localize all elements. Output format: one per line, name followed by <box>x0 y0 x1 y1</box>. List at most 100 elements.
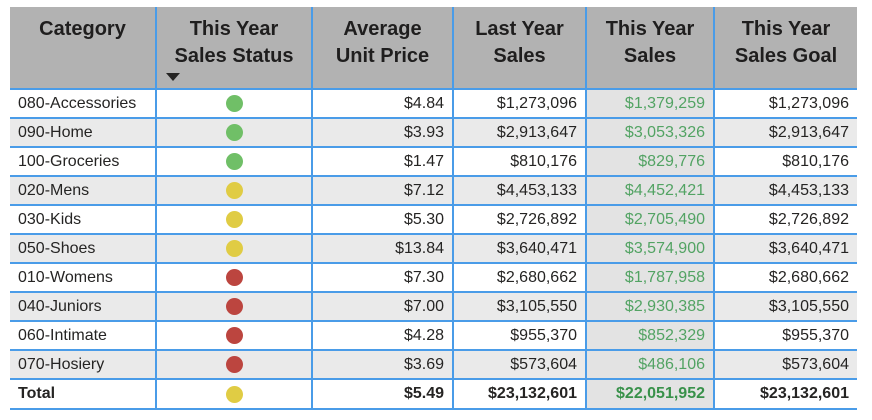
last-year-sales-cell: $23,132,601 <box>452 380 585 408</box>
column-header-this-year-sales-goal[interactable]: This Year Sales Goal <box>713 7 857 88</box>
table-row[interactable]: 020-Mens $7.12 $4,453,133 $4,452,421 $4,453,… <box>10 177 857 206</box>
status-dot-yellow-icon <box>225 385 243 403</box>
column-header-label: Sales <box>623 45 677 67</box>
category-cell: 070-Hosiery <box>10 351 155 378</box>
status-dot-yellow-icon <box>225 240 243 257</box>
column-header-label: Sales Status <box>174 45 294 67</box>
last-year-sales-cell: $2,726,892 <box>452 206 585 233</box>
this-year-sales-cell: $1,379,259 <box>585 90 713 117</box>
column-header-this-year-sales[interactable]: This Year Sales <box>585 7 713 88</box>
this-year-sales-cell: $4,452,421 <box>585 177 713 204</box>
status-cell <box>155 380 311 408</box>
table-header-row: Category This Year Sales Status Average … <box>10 7 857 90</box>
table-row[interactable]: 060-Intimate $4.28 $955,370 $852,329 $955,37… <box>10 322 857 351</box>
last-year-sales-cell: $3,640,471 <box>452 235 585 262</box>
average-unit-price-cell: $3.93 <box>311 119 452 146</box>
this-year-sales-goal-cell: $3,105,550 <box>713 293 857 320</box>
column-header-last-year-sales[interactable]: Last Year Sales <box>452 7 585 88</box>
this-year-sales-goal-cell: $2,913,647 <box>713 119 857 146</box>
column-header-label: Average <box>343 18 422 40</box>
status-cell <box>155 90 311 117</box>
average-unit-price-cell: $5.49 <box>311 380 452 408</box>
table-row[interactable]: 090-Home $3.93 $2,913,647 $3,053,326 $2,913,… <box>10 119 857 148</box>
status-dot-red-icon <box>225 356 243 373</box>
category-cell: 040-Juniors <box>10 293 155 320</box>
column-header-label: This Year <box>741 18 831 40</box>
category-cell: 060-Intimate <box>18 326 107 344</box>
average-unit-price-cell: $3.69 <box>311 351 452 378</box>
status-cell <box>155 264 311 291</box>
status-cell <box>155 351 311 378</box>
column-header-label: This Year <box>605 18 695 40</box>
this-year-sales-cell: $2,930,385 <box>585 293 713 320</box>
category-cell: 020-Mens <box>10 177 155 204</box>
this-year-sales-goal-cell: $2,680,662 <box>713 264 857 291</box>
status-dot-yellow-icon <box>225 182 243 199</box>
total-label: Total <box>18 385 56 402</box>
column-header-this-year-sales-status[interactable]: This Year Sales Status <box>155 7 311 88</box>
last-year-sales-cell: $2,680,662 <box>452 264 585 291</box>
table-row[interactable]: 050-Shoes $13.84 $3,640,471 $3,574,900 $3,64… <box>10 235 857 264</box>
status-cell <box>155 206 311 233</box>
sort-descending-icon <box>166 73 180 81</box>
column-header-label: Sales <box>493 45 546 67</box>
this-year-sales-cell: $486,106 <box>585 351 713 378</box>
status-cell <box>155 235 311 262</box>
category-cell: 100-Groceries <box>18 152 120 170</box>
column-header-label: Category <box>39 18 126 40</box>
status-cell <box>155 177 311 204</box>
table-row[interactable]: 100-Groceries $1.47 $810,176 $829,776 $810,1… <box>10 148 857 177</box>
column-header-label: Unit Price <box>335 45 430 67</box>
this-year-sales-cell: $22,051,952 <box>585 380 713 408</box>
category-cell: 050-Shoes <box>10 235 155 262</box>
status-dot-red-icon <box>225 269 243 286</box>
last-year-sales-cell: $1,273,096 <box>452 90 585 117</box>
category-cell: 090-Home <box>10 119 155 146</box>
table-row[interactable]: 030-Kids $5.30 $2,726,892 $2,705,490 $2,726,… <box>10 206 857 235</box>
column-header-label: Last Year <box>475 18 564 40</box>
status-cell <box>155 322 311 349</box>
column-header-average-unit-price[interactable]: Average Unit Price <box>311 7 452 88</box>
this-year-sales-goal-cell: $955,370 <box>713 322 857 349</box>
status-cell <box>155 148 311 175</box>
average-unit-price-cell: $5.30 <box>311 206 452 233</box>
this-year-sales-goal-cell: $1,273,096 <box>713 90 857 117</box>
this-year-sales-cell: $829,776 <box>585 148 713 175</box>
sales-table-visual: Category This Year Sales Status Average … <box>10 7 857 410</box>
column-header-category[interactable]: Category <box>10 7 155 88</box>
category-cell: 010-Womens <box>18 268 113 286</box>
average-unit-price-cell: $7.00 <box>311 293 452 320</box>
last-year-sales-cell: $4,453,133 <box>452 177 585 204</box>
table-row[interactable]: 080-Accessories $4.84 $1,273,096 $1,379,259… <box>10 90 857 119</box>
this-year-sales-cell: $1,787,958 <box>585 264 713 291</box>
this-year-sales-goal-cell: $23,132,601 <box>713 380 857 408</box>
average-unit-price-cell: $4.28 <box>311 322 452 349</box>
this-year-sales-goal-cell: $3,640,471 <box>713 235 857 262</box>
this-year-sales-goal-cell: $2,726,892 <box>713 206 857 233</box>
total-row: Total $5.49 $23,132,601 $22,051,952 $23,132,… <box>10 380 857 410</box>
status-cell <box>155 119 311 146</box>
this-year-sales-cell: $3,053,326 <box>585 119 713 146</box>
status-dot-red-icon <box>225 327 243 344</box>
last-year-sales-cell: $2,913,647 <box>452 119 585 146</box>
average-unit-price-cell: $13.84 <box>311 235 452 262</box>
status-dot-yellow-icon <box>225 211 243 228</box>
last-year-sales-cell: $810,176 <box>452 148 585 175</box>
category-cell: 080-Accessories <box>18 94 137 112</box>
last-year-sales-cell: $3,105,550 <box>452 293 585 320</box>
table-row[interactable]: 010-Womens $7.30 $2,680,662 $1,787,958 $2,68… <box>10 264 857 293</box>
table-row[interactable]: 070-Hosiery $3.69 $573,604 $486,106 $573,604 <box>10 351 857 380</box>
this-year-sales-cell: $3,574,900 <box>585 235 713 262</box>
status-dot-green-icon <box>225 153 243 170</box>
category-cell: 030-Kids <box>18 210 82 228</box>
this-year-sales-cell: $852,329 <box>585 322 713 349</box>
average-unit-price-cell: $7.12 <box>311 177 452 204</box>
status-dot-green-icon <box>225 95 243 112</box>
table-row[interactable]: 040-Juniors $7.00 $3,105,550 $2,930,385 $3,1… <box>10 293 857 322</box>
this-year-sales-goal-cell: $4,453,133 <box>713 177 857 204</box>
status-cell <box>155 293 311 320</box>
last-year-sales-cell: $573,604 <box>452 351 585 378</box>
this-year-sales-goal-cell: $810,176 <box>713 148 857 175</box>
table-body: 080-Accessories $4.84 $1,273,096 $1,379,259… <box>10 90 857 410</box>
average-unit-price-cell: $7.30 <box>311 264 452 291</box>
